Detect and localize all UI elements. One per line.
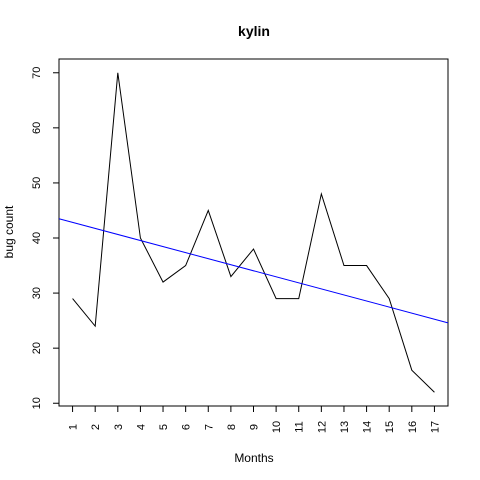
x-tick-label-2: 2 bbox=[90, 424, 102, 430]
x-axis: 1 2 3 4 5 6 7 8 9 10 11 12 13 14 15 16 17 bbox=[68, 406, 442, 433]
x-tick-label-15: 15 bbox=[384, 421, 396, 433]
x-tick-label-10: 10 bbox=[271, 421, 283, 433]
x-tick-label-7: 7 bbox=[203, 424, 215, 430]
x-tick-label-14: 14 bbox=[362, 421, 374, 433]
y-tick-label-70: 70 bbox=[31, 67, 43, 79]
series-line-1 bbox=[73, 73, 435, 392]
y-tick-label-60: 60 bbox=[31, 122, 43, 134]
y-tick-label-10: 10 bbox=[31, 397, 43, 409]
x-tick-label-13: 13 bbox=[339, 421, 351, 433]
x-tick-label-11: 11 bbox=[294, 421, 306, 432]
x-axis-label: Months bbox=[234, 451, 273, 465]
y-tick-label-20: 20 bbox=[31, 342, 43, 354]
x-tick-label-3: 3 bbox=[113, 424, 125, 430]
trend-line bbox=[59, 219, 448, 323]
x-tick-label-9: 9 bbox=[249, 424, 261, 430]
x-tick-label-16: 16 bbox=[407, 421, 419, 433]
y-tick-label-30: 30 bbox=[31, 287, 43, 299]
chart-title: kylin bbox=[238, 23, 270, 39]
plot-frame bbox=[59, 59, 448, 406]
x-tick-label-1: 1 bbox=[68, 424, 80, 430]
x-tick-label-8: 8 bbox=[226, 424, 238, 430]
x-tick-label-4: 4 bbox=[135, 424, 147, 430]
y-tick-label-40: 40 bbox=[31, 232, 43, 244]
y-axis: 10 20 30 40 50 60 70 bbox=[31, 67, 59, 410]
x-tick-label-17: 17 bbox=[429, 421, 441, 433]
y-tick-label-50: 50 bbox=[31, 177, 43, 189]
x-tick-label-5: 5 bbox=[158, 424, 170, 430]
y-axis-label: bug count bbox=[2, 205, 16, 258]
x-tick-label-6: 6 bbox=[181, 424, 193, 430]
series-layer bbox=[59, 73, 448, 392]
x-tick-label-12: 12 bbox=[316, 421, 328, 433]
